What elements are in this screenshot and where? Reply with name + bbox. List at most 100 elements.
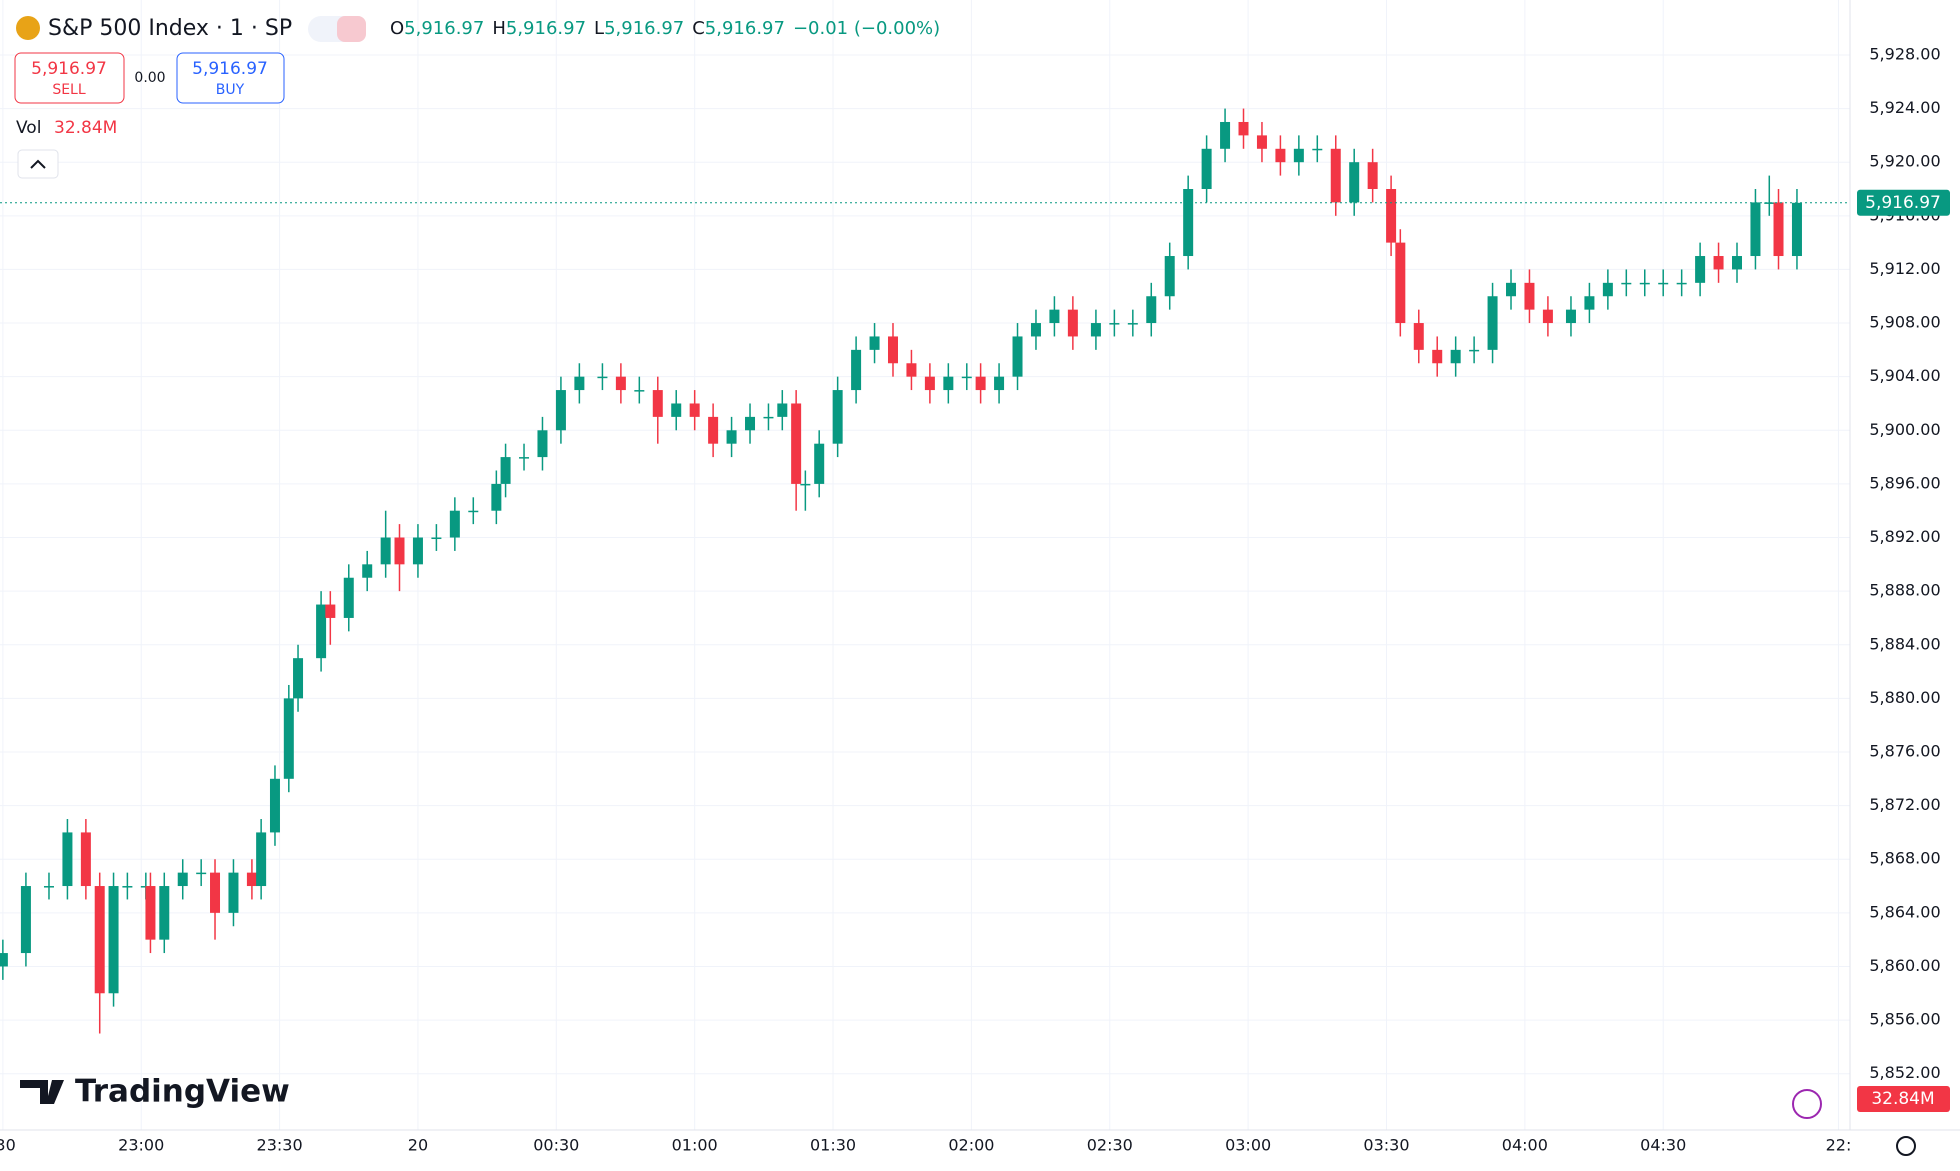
candle-body [1469,349,1480,352]
alert-icon[interactable] [1792,1089,1822,1119]
candle-body [177,872,188,887]
y-tick-label: 5,928.00 [1869,44,1940,63]
x-tick-label: 00:30 [533,1136,579,1155]
candle-body [1676,282,1687,285]
candle-body [0,953,8,967]
candle-body [1565,309,1576,324]
candle-body [80,832,91,887]
candle-body [1432,349,1443,364]
last-price-box [1857,189,1950,216]
candle-body [500,457,511,484]
x-tick-label: 03:00 [1225,1136,1271,1155]
candle-body [1506,282,1517,297]
candle-body [689,403,700,417]
candle-body [961,376,972,379]
ohlc-o-value: 5,916.97 [404,18,484,39]
y-tick-label: 5,884.00 [1869,634,1940,653]
candle-body [1012,336,1023,377]
candle-body [652,390,663,417]
candle-body [210,872,221,913]
candle-body [943,376,954,391]
candle-body [431,537,442,540]
candle-body [519,457,530,459]
candle-body [1621,282,1632,285]
candle-body [537,430,548,458]
candle-body [293,658,304,699]
volume-axis-label: 32.84M [1871,1089,1934,1109]
candle-body [1238,121,1249,136]
x-tick-label: 01:00 [672,1136,718,1155]
x-tick-label: 23:30 [257,1136,303,1155]
candle-body [159,886,170,940]
candle-body [1450,349,1461,364]
candle-body [43,886,54,888]
ohlc-h-label: H [492,18,506,39]
candle-body [634,390,645,392]
candle-body [763,416,774,419]
y-tick-label: 5,864.00 [1869,902,1940,921]
candle-body [1220,121,1231,149]
candle-body [1750,202,1761,257]
last-price-label: 5,916.97 [1865,193,1941,213]
candle-body [412,537,423,565]
x-tick-label: 02:00 [948,1136,994,1155]
candle-body [726,430,737,444]
candle-body [745,416,756,431]
volume-axis-box [1857,1086,1950,1112]
candle-body [791,403,802,484]
candle-body [1183,189,1194,257]
symbol-icon [16,16,40,40]
candle-body [1487,296,1498,350]
ohlc-legend: O5,916.97 H5,916.97 L5,916.97 C5,916.97 −0.0… [390,18,940,39]
candle-body [145,886,156,940]
x-tick-label: 04:00 [1502,1136,1548,1155]
candle-body [1067,309,1078,337]
candle-body [615,376,626,391]
candle-body [1639,282,1650,285]
candle-body [1584,296,1595,310]
logo-text: TradingView [75,1074,290,1110]
sell-label: SELL [52,82,86,98]
sell-button[interactable] [14,52,125,104]
candle-body [1695,256,1706,283]
candle-body [196,872,207,875]
buy-label: BUY [216,82,245,98]
y-tick-label: 5,868.00 [1869,849,1940,868]
candle-body [1791,202,1802,257]
y-tick-label: 5,904.00 [1869,366,1940,385]
candle-body [1658,282,1669,285]
candle-body [343,577,354,618]
candle-body [1049,309,1060,324]
spread: 0.00 [134,70,165,86]
candle-body [1773,202,1784,257]
collapse-button[interactable] [17,149,59,179]
candle-body [777,403,788,417]
symbol-title[interactable]: S&P 500 Index · 1 · SP [48,16,292,41]
logo-icon [20,1080,64,1104]
ohlc-change: −0.01 (−0.00%) [793,18,940,39]
buy-button[interactable] [176,52,285,104]
toggle-active[interactable] [337,16,366,42]
y-tick-label: 5,880.00 [1869,688,1940,707]
y-tick-label: 5,912.00 [1869,259,1940,278]
candle-body [1367,162,1378,190]
settings-icon[interactable] [1896,1136,1916,1156]
candle-body [574,376,585,391]
candle-body [1542,309,1553,324]
y-tick-label: 5,900.00 [1869,420,1940,439]
candle-body [994,376,1005,391]
y-tick-label: 5,908.00 [1869,313,1940,332]
candle-body [1602,282,1613,297]
candle-body [256,832,267,887]
candle-body [555,390,566,431]
candle-body [1146,296,1157,324]
candle-body [325,604,336,618]
ohlc-c-value: 5,916.97 [705,18,785,39]
y-tick-label: 5,892.00 [1869,527,1940,546]
x-tick-label: 22: [1826,1136,1852,1155]
x-tick-label: 02:30 [1087,1136,1133,1155]
candle-body [1349,162,1360,203]
candle-body [1395,242,1406,324]
candle-body [449,510,460,538]
